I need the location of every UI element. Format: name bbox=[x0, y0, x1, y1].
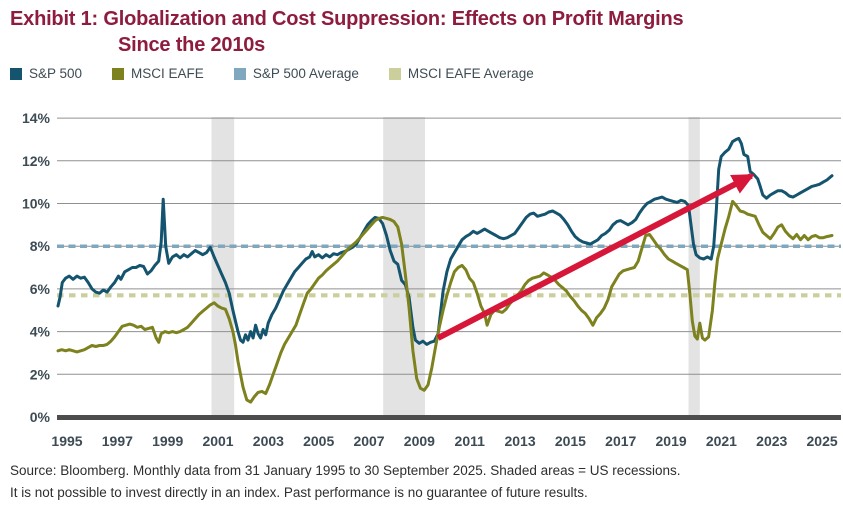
x-tick-label: 2025 bbox=[807, 433, 838, 449]
x-tick-label: 1997 bbox=[102, 433, 133, 449]
trend-arrow bbox=[436, 173, 755, 341]
sp500-swatch-icon bbox=[10, 67, 22, 80]
x-axis-labels: 1995 1997 1999 2001 2003 2005 2007 2009 2011 2013… bbox=[51, 433, 837, 449]
y-tick-label: 2% bbox=[30, 366, 51, 382]
recession-band bbox=[688, 117, 700, 417]
source-note-line2: It is not possible to invest directly in… bbox=[10, 485, 588, 500]
x-tick-label: 2011 bbox=[455, 433, 486, 449]
x-tick-label: 1999 bbox=[152, 433, 183, 449]
x-tick-label: 2023 bbox=[756, 433, 787, 449]
x-tick-label: 2013 bbox=[504, 433, 535, 449]
y-tick-label: 14% bbox=[22, 110, 51, 126]
legend-item-msci-eafe: MSCI EAFE bbox=[112, 66, 204, 81]
sp500-average-swatch-icon bbox=[233, 67, 246, 80]
msci-eafe-swatch-icon bbox=[112, 67, 125, 80]
chart-legend: S&P 500 MSCI EAFE S&P 500 Average MSCI E… bbox=[10, 66, 534, 81]
y-tick-label: 8% bbox=[30, 238, 51, 254]
legend-item-msci-eafe-average: MSCI EAFE Average bbox=[388, 66, 534, 81]
msci-eafe-average-swatch-icon bbox=[388, 67, 401, 80]
y-tick-label: 4% bbox=[30, 324, 51, 340]
legend-label: S&P 500 bbox=[29, 66, 83, 81]
x-tick-label: 2001 bbox=[202, 433, 233, 449]
y-axis-labels: 0% 2% 4% 6% 8% 10% 12% 14% bbox=[22, 110, 51, 425]
data-series bbox=[56, 136, 834, 404]
y-tick-label: 6% bbox=[30, 281, 51, 297]
exhibit-title-line1: Exhibit 1: Globalization and Cost Suppre… bbox=[10, 8, 684, 30]
x-tick-label: 2017 bbox=[605, 433, 636, 449]
series-line bbox=[56, 199, 834, 404]
series-line bbox=[56, 136, 834, 346]
x-tick-label: 2005 bbox=[303, 433, 334, 449]
legend-label: S&P 500 Average bbox=[252, 66, 359, 81]
trend-arrow-line bbox=[436, 173, 755, 341]
y-tick-label: 10% bbox=[22, 196, 51, 212]
legend-item-sp500: S&P 500 bbox=[10, 66, 82, 81]
recession-band bbox=[211, 117, 235, 417]
x-tick-label: 2007 bbox=[353, 433, 384, 449]
x-tick-label: 2021 bbox=[706, 433, 737, 449]
average-lines bbox=[57, 244, 841, 298]
legend-item-sp500-average: S&P 500 Average bbox=[233, 66, 359, 81]
y-tick-label: 12% bbox=[22, 153, 51, 169]
x-tick-label: 2009 bbox=[404, 433, 435, 449]
source-note: Source: Bloomberg. Monthly data from 31 … bbox=[10, 460, 681, 504]
recession-bands bbox=[211, 117, 700, 417]
source-note-line1: Source: Bloomberg. Monthly data from 31 … bbox=[10, 463, 681, 478]
x-tick-label: 1995 bbox=[51, 433, 82, 449]
y-tick-label: 0% bbox=[30, 409, 51, 425]
legend-label: MSCI EAFE Average bbox=[407, 66, 534, 81]
x-tick-label: 2003 bbox=[253, 433, 284, 449]
exhibit-title-line2: Since the 2010s bbox=[118, 34, 266, 56]
profit-margins-chart: 0% 2% 4% 6% 8% 10% 12% 14% 1995 1997 1999 2001 2003… bbox=[22, 110, 841, 449]
x-tick-label: 2019 bbox=[656, 433, 687, 449]
x-tick-label: 2015 bbox=[555, 433, 586, 449]
exhibit-title: Exhibit 1: Globalization and Cost Suppre… bbox=[10, 6, 684, 58]
legend-label: MSCI EAFE bbox=[131, 66, 204, 81]
